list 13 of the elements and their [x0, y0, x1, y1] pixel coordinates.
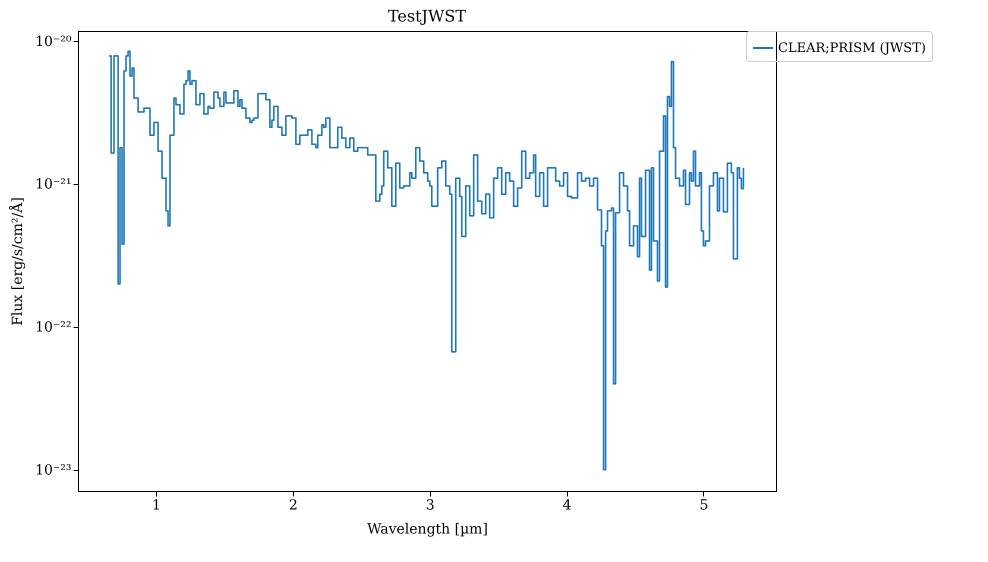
- x-tick-label: 3: [426, 498, 435, 514]
- chart-title: TestJWST: [388, 6, 466, 26]
- x-tick-label: 1: [152, 498, 161, 514]
- y-tick-label: 10⁻²¹: [35, 176, 72, 193]
- x-tick-label: 2: [288, 498, 298, 514]
- y-tick-label: 10⁻²³: [35, 462, 72, 478]
- x-axis-title: Wavelength [µm]: [367, 522, 488, 538]
- x-tick-label: 5: [700, 498, 708, 514]
- y-tick-label: 10⁻²⁰: [35, 34, 72, 50]
- x-tick-label: 4: [562, 498, 572, 514]
- y-axis-title: Flux [erg/s/cm²/Å]: [9, 197, 26, 326]
- y-tick-label: 10⁻²²: [35, 319, 72, 336]
- legend-label: CLEAR;PRISM (JWST): [778, 41, 926, 56]
